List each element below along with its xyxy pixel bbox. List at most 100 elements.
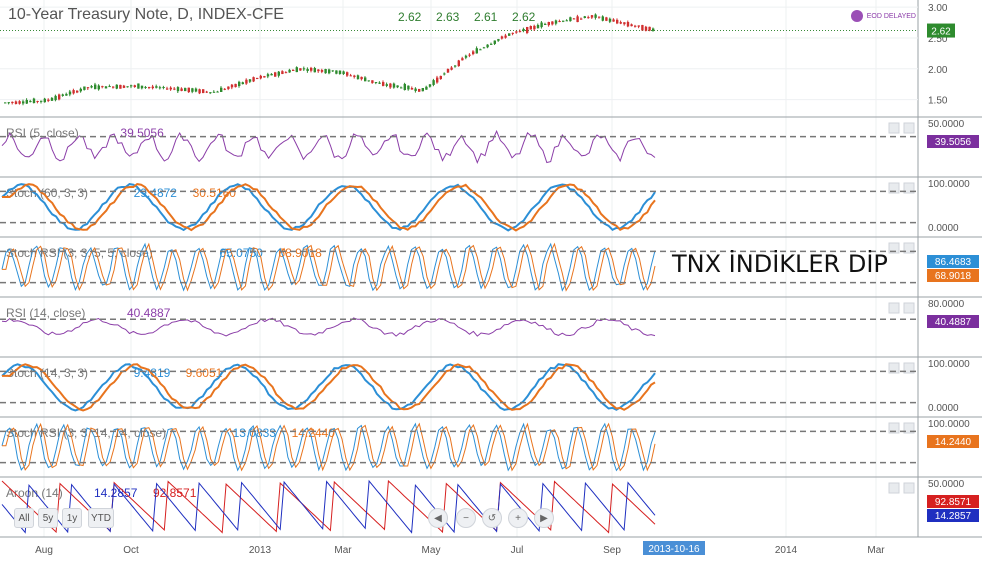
candle-body xyxy=(137,84,139,89)
scroll-left-icon[interactable]: ◀ xyxy=(428,508,448,528)
candle-body xyxy=(83,86,85,89)
pane-last-label: 40.4887 xyxy=(935,317,972,328)
candle-body xyxy=(468,55,470,56)
candle-body xyxy=(497,39,499,41)
candle-body xyxy=(353,76,355,77)
eod-delayed-badge[interactable]: EOD DELAYED xyxy=(851,10,916,22)
candle-body xyxy=(231,85,233,88)
price-tick-label: 1.50 xyxy=(928,96,948,107)
candle-body xyxy=(141,86,143,89)
candle-body xyxy=(490,44,492,45)
x-tick-label: Sep xyxy=(603,545,621,556)
candle-body xyxy=(278,72,280,76)
candle-body xyxy=(288,70,290,73)
chart-title: 10-Year Treasury Note, D, INDEX-CFE xyxy=(8,6,284,24)
candle-body xyxy=(281,71,283,74)
candle-body xyxy=(80,89,82,92)
price-tick-label: 3.00 xyxy=(928,3,948,14)
candle-body xyxy=(58,94,60,99)
pane-value: 40.4887 xyxy=(127,306,171,320)
reset-icon[interactable]: ↺ xyxy=(482,508,502,528)
range-5y-button[interactable]: 5y xyxy=(38,508,58,528)
candle-body xyxy=(130,85,132,86)
candle-body xyxy=(310,68,312,71)
pane-title: Stoch RSI (3, 3, 5, 5, close) xyxy=(6,246,153,260)
x-tick-label: Mar xyxy=(867,545,885,556)
candle-body xyxy=(112,87,114,88)
candle-body xyxy=(159,87,161,88)
pane-last-label: 86.4683 xyxy=(935,257,972,268)
candle-body xyxy=(364,77,366,81)
ohlc-value: 2.62 xyxy=(512,10,536,24)
candle-body xyxy=(368,80,370,81)
candle-body xyxy=(51,98,53,101)
candle-body xyxy=(108,86,110,87)
candle-body xyxy=(184,88,186,91)
candle-body xyxy=(483,47,485,48)
x-tick-label: Jul xyxy=(511,545,524,556)
zoom-out-icon[interactable]: − xyxy=(456,508,476,528)
candle-body xyxy=(591,15,593,17)
candle-body xyxy=(494,41,496,44)
candle-body xyxy=(335,70,337,73)
candle-body xyxy=(252,77,254,81)
candle-body xyxy=(404,84,406,90)
candle-body xyxy=(317,70,319,72)
price-tick-label: 2.00 xyxy=(928,65,948,76)
candle-body xyxy=(623,22,625,24)
pane-last-label: 14.2857 xyxy=(935,511,972,522)
pane-up-icon xyxy=(889,483,899,493)
scroll-right-icon[interactable]: ▶ xyxy=(534,508,554,528)
candle-body xyxy=(339,71,341,74)
candle-body xyxy=(501,36,503,38)
candle-body xyxy=(33,99,35,103)
candle-body xyxy=(382,82,384,86)
candle-body xyxy=(152,87,154,89)
candle-body xyxy=(573,18,575,19)
pane-down-icon xyxy=(904,123,914,133)
zoom-in-icon[interactable]: + xyxy=(508,508,528,528)
candle-body xyxy=(148,87,150,88)
candle-body xyxy=(584,16,586,18)
candle-body xyxy=(616,20,618,24)
candle-body xyxy=(652,29,654,31)
range-1y-button[interactable]: 1y xyxy=(62,508,82,528)
candle-body xyxy=(609,19,611,22)
candle-body xyxy=(389,84,391,88)
candle-body xyxy=(350,75,352,76)
pane-value: 65.0750 xyxy=(219,246,263,260)
candle-body xyxy=(630,24,632,26)
candle-body xyxy=(270,74,272,75)
pane-last-label: 14.2440 xyxy=(935,437,972,448)
ohlc-value: 2.63 xyxy=(436,10,460,24)
clock-icon xyxy=(851,10,863,22)
candle-body xyxy=(198,89,200,93)
pane-up-icon xyxy=(889,123,899,133)
stoch-k-line xyxy=(2,364,655,410)
pane-title: RSI (14, close) xyxy=(6,306,85,320)
candle-body xyxy=(177,87,179,91)
candle-body xyxy=(414,89,416,91)
candle-body xyxy=(216,92,218,93)
candle-body xyxy=(274,72,276,76)
candle-body xyxy=(260,76,262,79)
pane-axis-label: 0.0000 xyxy=(928,403,959,414)
candle-body xyxy=(551,21,553,24)
candle-body xyxy=(324,69,326,73)
range-all-button[interactable]: All xyxy=(14,508,34,528)
candle-body xyxy=(180,88,182,90)
candle-body xyxy=(195,89,197,92)
candle-body xyxy=(303,68,305,69)
candle-body xyxy=(54,96,56,100)
candle-body xyxy=(386,84,388,86)
candle-body xyxy=(569,17,571,21)
candle-body xyxy=(641,25,643,30)
candle-body xyxy=(134,85,136,87)
candle-body xyxy=(558,21,560,22)
range-ytd-button[interactable]: YTD xyxy=(88,508,114,528)
candle-body xyxy=(638,25,640,26)
rsi14-line xyxy=(2,318,655,336)
candle-body xyxy=(263,76,265,77)
candle-body xyxy=(191,88,193,92)
candle-body xyxy=(76,91,78,93)
